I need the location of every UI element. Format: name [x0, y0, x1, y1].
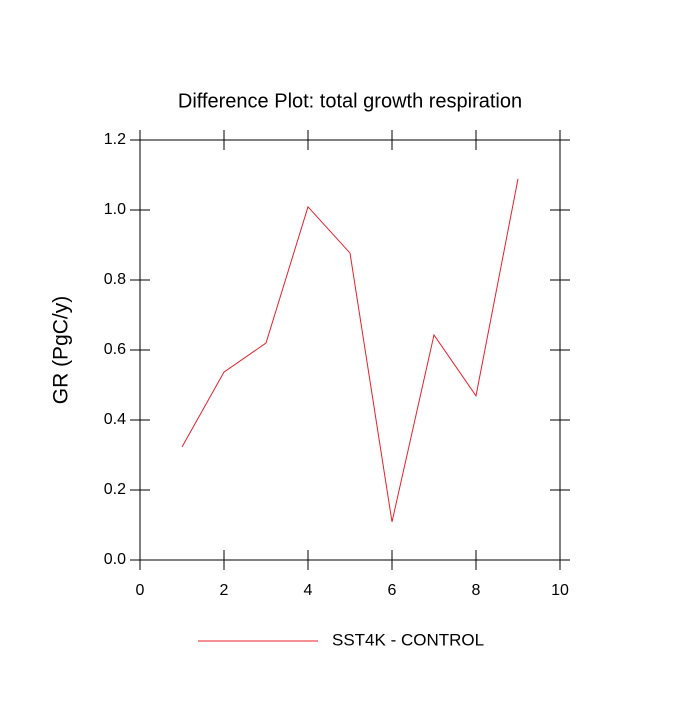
y-tick-label: 0.2 [104, 481, 126, 498]
y-tick-label: 0.6 [104, 341, 126, 358]
legend-label: SST4K - CONTROL [332, 630, 484, 649]
plot-frame [139, 139, 561, 561]
x-tick-label: 4 [304, 582, 313, 599]
y-tick-label: 0.8 [104, 271, 126, 288]
x-tick-label: 6 [388, 582, 397, 599]
y-axis-label: GR (PgC/y) [50, 296, 73, 405]
data-line [181, 178, 519, 522]
y-tick-label: 1.0 [104, 201, 126, 218]
x-tick-label: 10 [551, 582, 569, 599]
chart-title: Difference Plot: total growth respiratio… [178, 90, 522, 112]
x-tick-label: 2 [220, 582, 229, 599]
y-tick-label: 0.4 [104, 411, 126, 428]
y-tick-label: 1.2 [104, 131, 126, 148]
x-tick-label: 8 [472, 582, 481, 599]
y-tick-label: 0.0 [104, 551, 126, 568]
x-tick-label: 0 [136, 582, 145, 599]
